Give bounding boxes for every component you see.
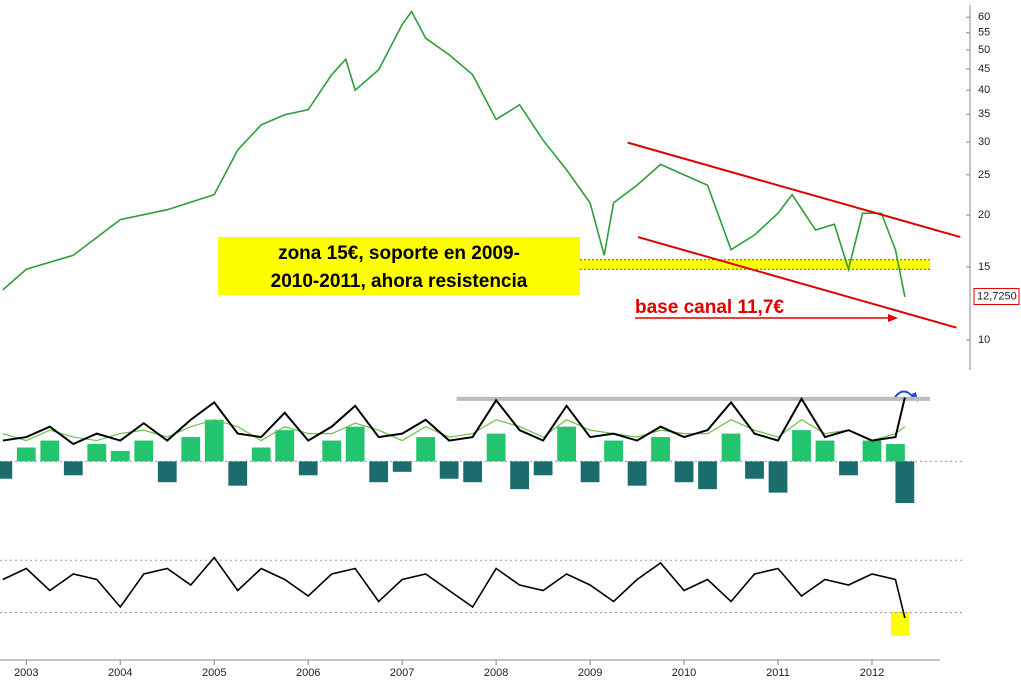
x-tick-label: 2007 <box>390 667 414 679</box>
annotation: zona 15€, soporte en 2009- <box>278 243 520 264</box>
histogram-bar <box>557 426 576 462</box>
histogram-bar <box>698 461 717 490</box>
histogram-bar <box>298 461 318 476</box>
oscillator-line <box>2 419 906 442</box>
histogram-bar <box>181 437 201 462</box>
histogram-bar <box>533 461 553 476</box>
histogram-bar <box>895 461 915 504</box>
histogram-bar <box>369 461 389 483</box>
x-tick-label: 2012 <box>860 667 884 679</box>
histogram-bar <box>87 444 107 462</box>
trendline <box>627 141 961 239</box>
y-tick-label: 20 <box>978 209 990 221</box>
price-line <box>2 556 906 619</box>
y-tick-label: 30 <box>978 136 990 148</box>
histogram-bar <box>580 461 600 483</box>
x-tick-label: 2006 <box>296 667 320 679</box>
histogram-bar <box>721 433 741 462</box>
trendline <box>637 236 957 329</box>
histogram-bar <box>768 461 788 493</box>
histogram-bar <box>228 461 248 486</box>
histogram-bar <box>157 461 177 483</box>
histogram-bar <box>862 440 882 462</box>
histogram-bar <box>110 450 130 462</box>
histogram-bar <box>345 426 365 462</box>
annotation-box <box>218 237 580 295</box>
x-tick-label: 2010 <box>672 667 696 679</box>
x-tick-label: 2005 <box>202 667 226 679</box>
y-tick-label: 45 <box>978 63 990 75</box>
histogram-bar <box>674 461 694 483</box>
histogram-bar <box>792 430 811 462</box>
price-tag-label: 12,7250 <box>977 290 1017 302</box>
y-tick-label: 35 <box>978 108 990 120</box>
histogram-bar <box>439 461 459 479</box>
y-tick-label: 25 <box>978 169 990 181</box>
histogram-bar <box>134 440 154 462</box>
histogram-bar <box>416 437 436 462</box>
annotation: base canal 11,7€ <box>635 297 784 318</box>
histogram-bar <box>486 433 506 462</box>
histogram-bar <box>322 440 342 462</box>
y-tick-label: 15 <box>978 261 990 273</box>
histogram-bar <box>463 461 483 483</box>
histogram-bar <box>275 430 295 462</box>
highlight <box>891 612 909 636</box>
y-tick-label: 55 <box>978 27 990 39</box>
x-tick-label: 2011 <box>766 667 790 679</box>
histogram-bar <box>651 437 670 462</box>
histogram-bar <box>815 440 835 462</box>
histogram-bar <box>204 419 224 462</box>
histogram-bar <box>63 461 83 476</box>
x-tick-label: 2008 <box>484 667 508 679</box>
histogram-bar <box>745 461 764 479</box>
price-tag <box>973 287 1020 305</box>
arrow-head <box>888 314 898 322</box>
zone <box>580 259 930 270</box>
histogram-bar <box>16 447 36 462</box>
histogram-bar <box>886 444 905 462</box>
y-tick-label: 40 <box>978 84 990 96</box>
histogram-bar <box>604 440 623 462</box>
histogram-bar <box>0 461 13 479</box>
histogram-bar <box>392 461 412 472</box>
histogram-bar <box>510 461 530 490</box>
y-tick-label: 50 <box>978 44 990 56</box>
x-tick-label: 2003 <box>14 667 38 679</box>
histogram-bar <box>627 461 647 486</box>
y-tick-label: 10 <box>978 334 990 346</box>
price-line <box>2 10 906 297</box>
histogram-bar <box>40 440 60 462</box>
x-tick-label: 2004 <box>108 667 132 679</box>
histogram-bar <box>251 447 271 462</box>
y-tick-label: 60 <box>978 11 990 23</box>
annotation: 2010-2011, ahora resistencia <box>271 271 528 292</box>
histogram-bar <box>839 461 858 476</box>
oscillator-line <box>2 396 906 446</box>
x-tick-label: 2009 <box>578 667 602 679</box>
